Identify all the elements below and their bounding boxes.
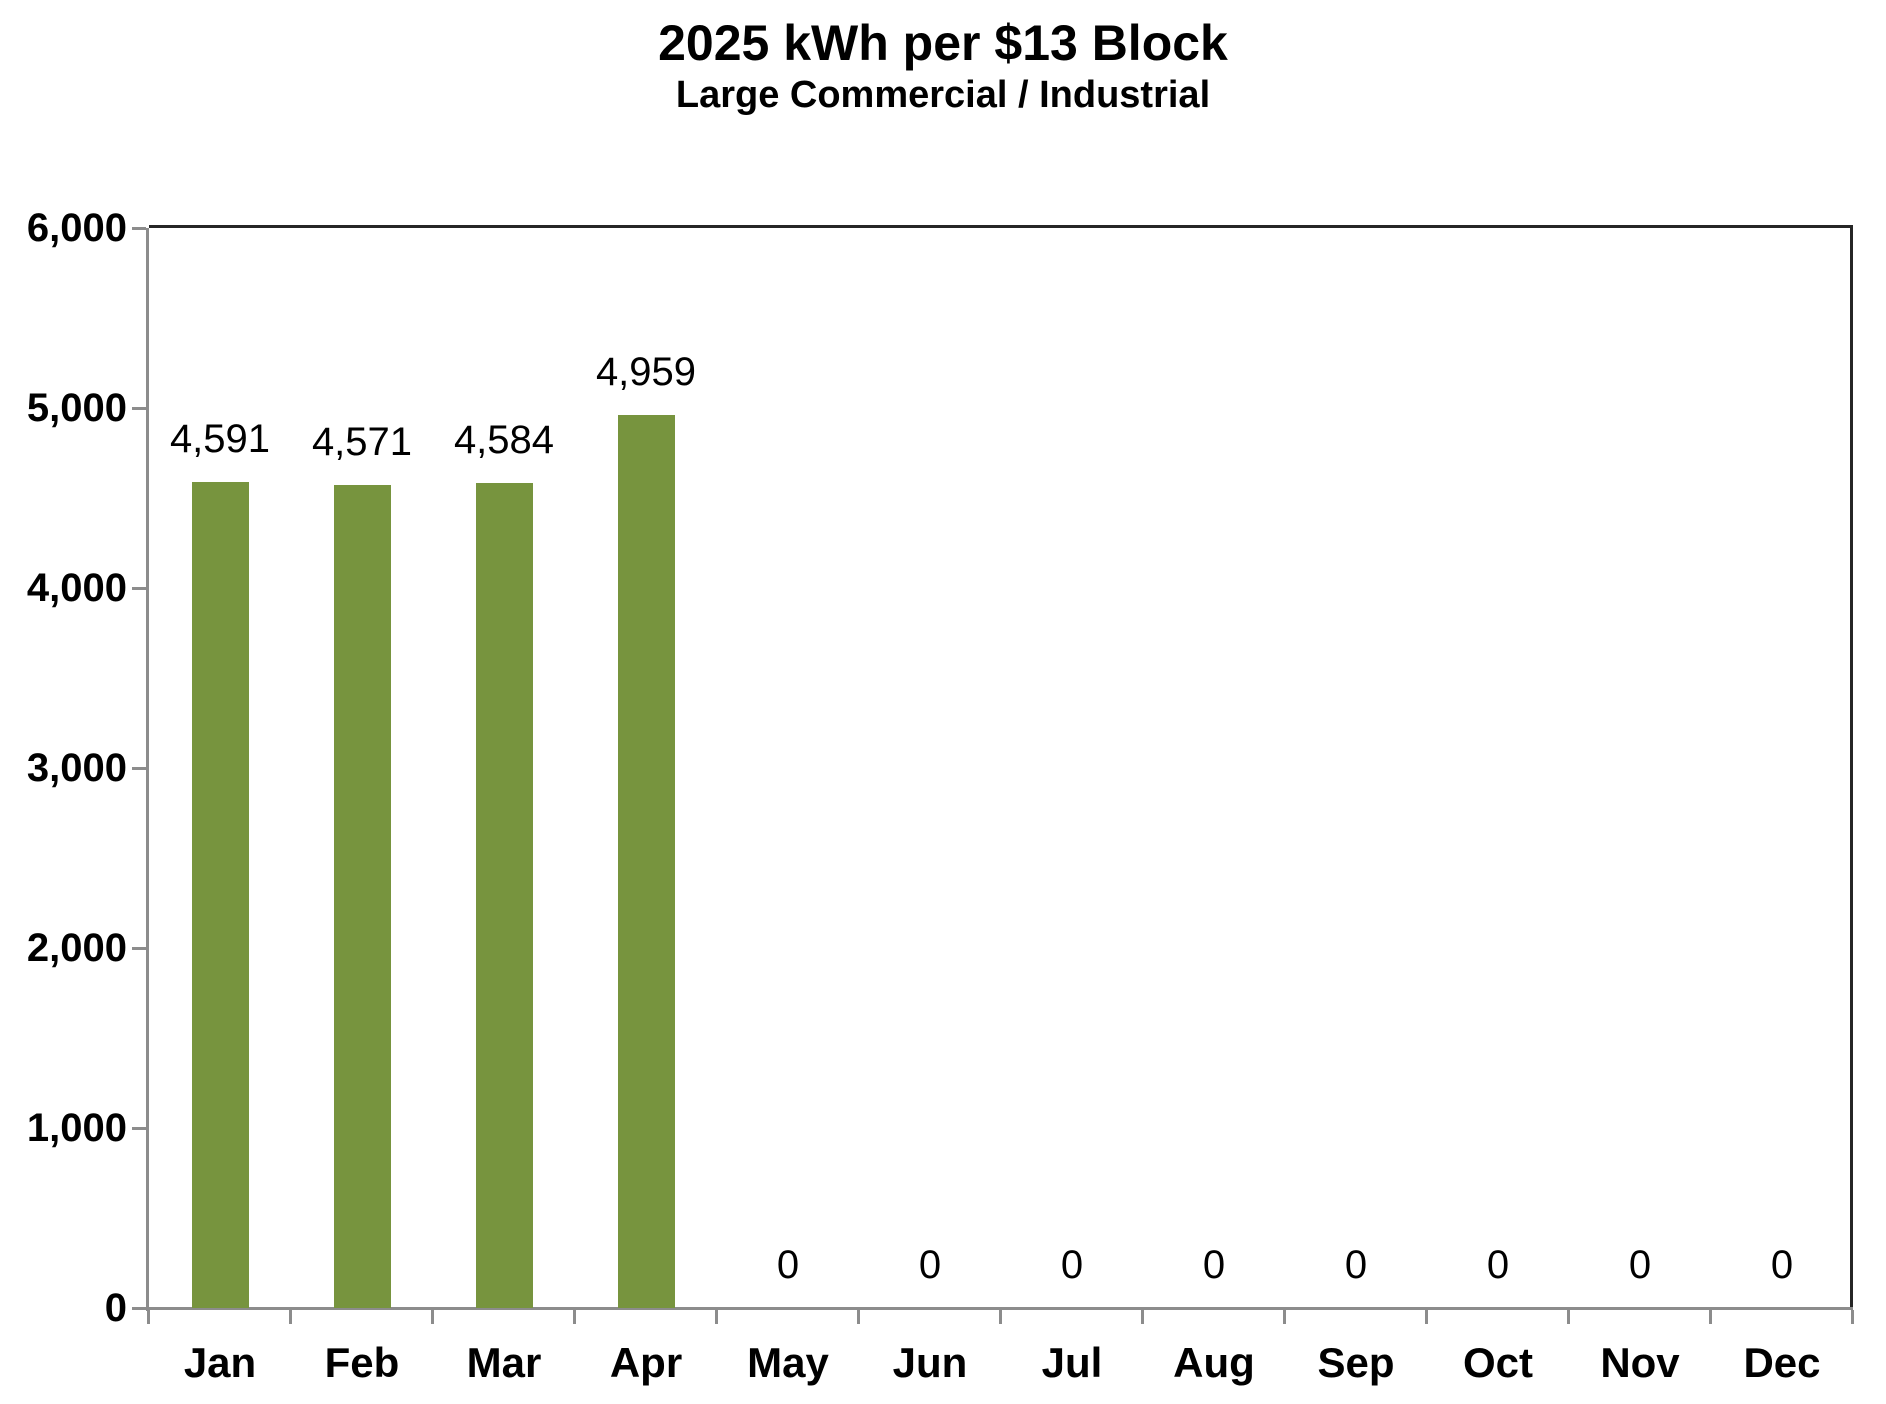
data-label-jul: 0	[1060, 1243, 1084, 1287]
x-tick	[289, 1310, 292, 1324]
y-axis-line	[146, 228, 149, 1311]
y-tick-label: 0	[104, 1286, 127, 1330]
chart-subtitle: Large Commercial / Industrial	[675, 74, 1211, 116]
y-tick	[132, 1307, 146, 1310]
plot-border	[149, 225, 1853, 1308]
y-tick-label: 5,000	[26, 386, 127, 430]
x-tick	[1283, 1310, 1286, 1324]
x-tick	[999, 1310, 1002, 1324]
x-axis-label-may: May	[747, 1339, 829, 1386]
bar-feb	[333, 485, 391, 1308]
data-label-oct: 0	[1486, 1243, 1510, 1287]
data-label-apr: 4,959	[595, 350, 697, 395]
y-tick	[132, 767, 146, 770]
y-tick-label: 1,000	[26, 1106, 127, 1150]
x-axis-label-apr: Apr	[609, 1339, 683, 1386]
x-axis-label-aug: Aug	[1173, 1339, 1255, 1386]
y-tick	[132, 407, 146, 410]
data-label-jan: 4,591	[169, 416, 271, 461]
y-tick-label: 6,000	[26, 206, 127, 250]
x-tick	[147, 1310, 150, 1324]
data-label-feb: 4,571	[311, 420, 413, 465]
y-tick	[132, 1127, 146, 1130]
x-axis-label-jan: Jan	[183, 1339, 257, 1386]
bar-apr	[617, 415, 675, 1308]
data-label-sep: 0	[1344, 1243, 1368, 1287]
y-tick-label: 4,000	[26, 566, 127, 610]
x-axis-label-oct: Oct	[1462, 1339, 1533, 1386]
x-tick	[573, 1310, 576, 1324]
x-axis-label-dec: Dec	[1743, 1339, 1821, 1386]
data-label-nov: 0	[1628, 1243, 1652, 1287]
x-axis-line	[146, 1307, 1853, 1310]
x-axis-label-sep: Sep	[1317, 1339, 1395, 1386]
x-tick	[431, 1310, 434, 1324]
x-axis-label-feb: Feb	[324, 1339, 400, 1386]
data-label-may: 0	[776, 1243, 800, 1287]
x-tick	[1567, 1310, 1570, 1324]
x-tick	[715, 1310, 718, 1324]
bar-jan	[191, 481, 249, 1308]
x-tick	[1425, 1310, 1428, 1324]
data-label-dec: 0	[1770, 1243, 1794, 1287]
x-axis-label-mar: Mar	[466, 1339, 542, 1386]
x-tick	[1141, 1310, 1144, 1324]
bar-mar	[475, 482, 533, 1308]
y-tick	[132, 227, 146, 230]
y-tick	[132, 947, 146, 950]
chart-title: 2025 kWh per $13 Block	[658, 15, 1228, 71]
x-axis-label-jul: Jul	[1041, 1339, 1103, 1386]
y-tick-label: 3,000	[26, 746, 127, 790]
x-axis-label-jun: Jun	[892, 1339, 968, 1386]
x-axis-label-nov: Nov	[1600, 1339, 1680, 1386]
data-label-mar: 4,584	[453, 417, 555, 462]
x-tick	[1851, 1310, 1854, 1324]
y-tick-label: 2,000	[26, 926, 127, 970]
y-tick	[132, 587, 146, 590]
x-tick	[857, 1310, 860, 1324]
data-label-jun: 0	[918, 1243, 942, 1287]
x-tick	[1709, 1310, 1712, 1324]
data-label-aug: 0	[1202, 1243, 1226, 1287]
